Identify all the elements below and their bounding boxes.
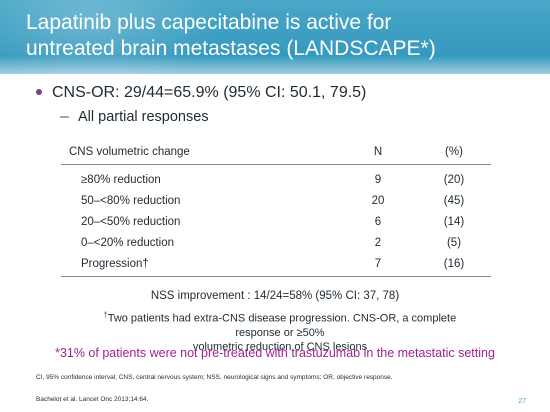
table-cell-label: ≥80% reduction	[81, 174, 161, 186]
footnote: †Two patients had extra-CNS disease prog…	[80, 309, 480, 354]
page-number: 27	[518, 398, 526, 405]
table-cell-n: 20	[371, 195, 385, 207]
bullet-dot-icon	[36, 89, 42, 95]
table-row: ≥80% reduction 9 (20)	[61, 165, 491, 192]
table-cell-label: Progression†	[61, 254, 339, 277]
table-cell-pct: (14)	[443, 216, 465, 228]
table-cell-n: 9	[374, 174, 382, 186]
footnote-line-2: volumetric reduction of CNS lesions	[192, 340, 368, 353]
table-cell-n: 2	[374, 237, 382, 249]
table-header-row: CNS volumetric change N (%)	[61, 141, 491, 165]
title-bar: Lapatinib plus capecitabine is active fo…	[0, 0, 550, 100]
table-cell-pct: (16)	[417, 254, 491, 277]
trastuzumab-note: *31% of patients were not pre-treated wi…	[55, 346, 495, 360]
slide-title: Lapatinib plus capecitabine is active fo…	[26, 10, 531, 62]
sub-bullet-partial-responses: All partial responses	[78, 109, 209, 125]
table-row: 20–<50% reduction 6 (14)	[61, 212, 491, 233]
bullet-cns-or: CNS-OR: 29/44=65.9% (95% CI: 50.1, 79.5)	[52, 84, 367, 101]
table-header: CNS volumetric change	[61, 141, 339, 165]
table-header: N	[339, 141, 417, 165]
footnote-dagger: †	[103, 312, 108, 319]
nss-improvement: NSS improvement : 14/24=58% (95% CI: 37,…	[150, 290, 400, 302]
table-cell-label: 0–<20% reduction	[81, 237, 175, 249]
title-line-1: Lapatinib plus capecitabine is active fo…	[26, 11, 392, 34]
table-cell-pct: (20)	[443, 174, 465, 186]
footnote-line-1: Two patients had extra-CNS disease progr…	[107, 312, 457, 339]
table-cell-label: 50–<80% reduction	[81, 195, 181, 207]
table-cell-n: 7	[339, 254, 417, 277]
table-row: Progression† 7 (16)	[61, 254, 491, 277]
table-row: 0–<20% reduction 2 (5)	[61, 233, 491, 254]
table-cell-pct: (45)	[443, 195, 465, 207]
title-line-2: untreated brain metastases (LANDSCAPE*)	[26, 37, 436, 60]
abbreviations: CI, 95% confidence interval; CNS, centra…	[36, 374, 393, 381]
table-cell-label: 20–<50% reduction	[81, 216, 181, 228]
table-header: (%)	[417, 141, 491, 165]
volumetric-change-table: CNS volumetric change N (%) ≥80% reducti…	[61, 141, 491, 277]
table-row: 50–<80% reduction 20 (45)	[61, 191, 491, 212]
sub-bullet-dash-icon: –	[60, 108, 69, 125]
table-cell-pct: (5)	[446, 237, 462, 249]
table-cell-n: 6	[374, 216, 382, 228]
citation: Bachelot et al. Lancet Onc 2013;14:64.	[36, 396, 149, 403]
